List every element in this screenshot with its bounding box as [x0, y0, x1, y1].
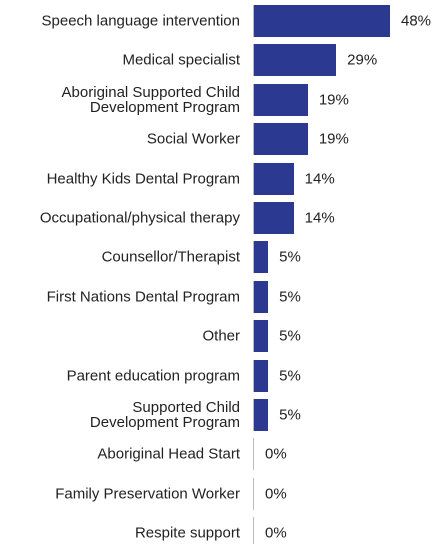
bar [253, 320, 269, 353]
category-label: Respite support [134, 524, 240, 542]
category-label: Family Preservation Worker [55, 485, 240, 503]
value-label: 14% [304, 209, 335, 227]
bar [253, 5, 390, 37]
bar [253, 162, 294, 195]
bar [253, 280, 269, 313]
bar [253, 241, 269, 274]
category-label: Other [202, 327, 240, 345]
value-label: 29% [347, 51, 378, 69]
category-label: Supported Child Development Program [89, 399, 240, 431]
bar [253, 202, 294, 234]
category-label: Aboriginal Head Start [97, 445, 240, 463]
category-label: Counsellor/Therapist [101, 248, 240, 266]
bar [253, 477, 254, 510]
category-label: Medical specialist [122, 51, 240, 69]
category-label: Healthy Kids Dental Program [46, 170, 240, 188]
value-label: 19% [318, 91, 349, 109]
value-label: 5% [279, 367, 301, 385]
category-label: First Nations Dental Program [46, 288, 240, 306]
value-label: 5% [279, 327, 301, 345]
bar [253, 44, 337, 77]
value-label: 5% [279, 406, 301, 424]
category-label: Parent education program [66, 367, 240, 385]
bar [253, 517, 254, 544]
bar [253, 123, 308, 156]
bar [253, 399, 269, 431]
value-label: 0% [265, 485, 287, 503]
bar [253, 83, 308, 116]
value-label: 14% [304, 170, 335, 188]
category-label: Speech language intervention [41, 12, 241, 30]
bar [253, 359, 269, 392]
bar [253, 438, 254, 471]
value-label: 5% [279, 288, 301, 306]
value-label: 48% [401, 12, 432, 30]
value-label: 19% [318, 130, 349, 148]
category-label: Aboriginal Supported Child Development P… [61, 83, 240, 116]
value-label: 0% [265, 445, 287, 463]
value-label: 5% [279, 248, 301, 266]
category-label: Occupational/physical therapy [39, 209, 240, 227]
category-label: Social Worker [146, 130, 240, 148]
value-label: 0% [265, 524, 287, 542]
